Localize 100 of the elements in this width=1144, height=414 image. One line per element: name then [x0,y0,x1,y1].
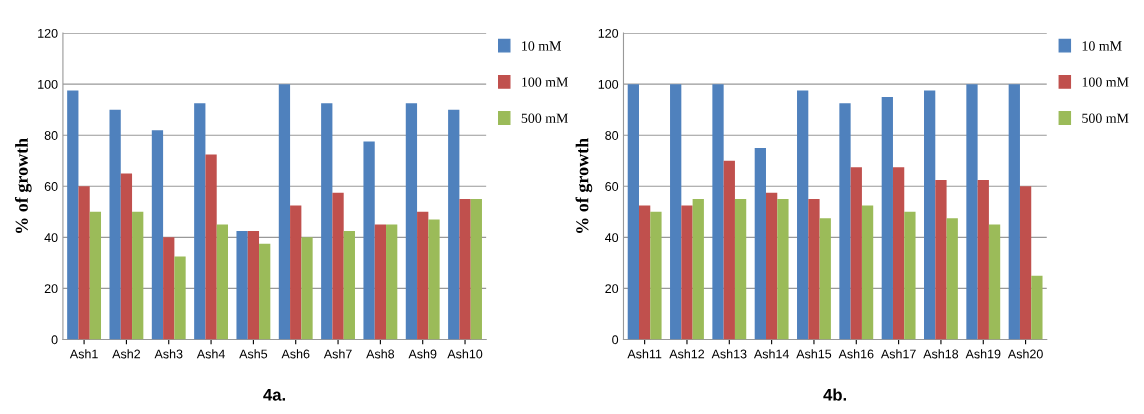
bar [448,109,460,340]
bar [163,237,175,340]
bar [470,199,482,340]
bar [924,90,936,340]
bar [205,154,217,340]
bar [861,205,874,340]
bar [692,199,704,340]
bar [904,211,916,340]
bar [67,90,79,340]
bar [236,230,248,340]
bar [765,192,778,340]
bar [363,141,375,340]
y-tick-label: 120 [38,28,58,38]
bar [977,179,989,340]
y-tick-label: 120 [598,28,619,38]
bar [332,192,344,340]
bar [839,103,851,340]
bar [259,243,271,340]
bar [278,84,291,340]
y-tick-label: 60 [605,182,619,191]
x-tick-label: Ash9 [408,349,437,359]
bar [386,224,398,340]
y-tick-label: 100 [598,79,619,89]
bar [417,211,429,340]
y-tick-label: 100 [38,79,58,89]
y-tick-label: 0 [612,335,619,345]
bar [712,84,724,340]
bar [808,199,820,340]
bar [1031,275,1043,340]
bar [892,167,905,340]
bar [174,256,186,340]
x-tick-label: Ash2 [112,349,141,359]
bar [734,199,747,340]
bar [301,237,313,340]
bar [935,179,947,340]
y-axis-title: % of growth [14,138,32,233]
legend-label: 100 mM [1082,77,1129,87]
bar [881,96,893,340]
y-tick-label: 80 [605,131,619,140]
x-tick-label: Ash12 [669,349,705,359]
bar [194,103,206,340]
x-tick-label: Ash3 [154,349,183,359]
bar [797,90,809,340]
bar [405,103,418,340]
x-tick-label: Ash7 [323,349,352,359]
x-tick-label: Ash1 [69,349,98,359]
bar [1019,186,1032,340]
x-tick-label: Ash4 [196,349,225,359]
legend-label: 500 mM [1082,113,1129,123]
x-tick-label: Ash14 [753,349,789,359]
x-tick-label: Ash19 [965,349,1001,359]
x-tick-label: Ash20 [1007,349,1043,359]
legend-label: 10 mM [522,41,562,51]
legend-label: 100 mM [522,77,568,87]
bar [1008,84,1020,340]
x-tick-label: Ash5 [239,349,268,359]
y-tick-label: 80 [44,131,58,140]
y-tick-label: 40 [44,233,58,243]
bar [290,205,302,340]
bar [374,224,387,340]
bar [89,211,102,340]
y-tick-label: 20 [605,284,619,294]
bar [639,205,651,340]
bar [777,199,789,340]
bar [754,148,766,340]
x-tick-label: Ash6 [281,349,310,359]
bar [151,130,164,340]
legend-label: 10 mM [1082,41,1122,51]
bar [459,199,471,340]
bar [650,211,662,340]
bar [723,160,735,340]
y-axis-title: % of growth [575,138,593,233]
bar [670,84,682,340]
bar [132,211,144,340]
bar [216,224,228,340]
legend-label: 500 mM [521,113,568,123]
x-tick-label: Ash8 [366,349,395,359]
x-tick-label: Ash10 [447,349,483,359]
x-tick-label: Ash17 [880,349,916,359]
bar [247,230,260,340]
y-tick-label: 60 [44,182,58,191]
text: 4b. [823,388,847,401]
bar [627,84,639,340]
text: 4a. [263,389,285,401]
x-tick-label: Ash13 [711,349,747,359]
bar [321,103,333,340]
y-tick-label: 20 [44,284,58,294]
bar [681,205,693,340]
y-tick-label: 0 [51,335,58,345]
bar [120,173,133,340]
bar [966,84,978,340]
x-tick-label: Ash16 [838,349,874,359]
bar [988,224,1001,340]
bar [343,230,355,340]
bar [78,186,90,340]
bar [946,218,958,340]
x-tick-label: Ash11 [627,349,662,359]
bar [850,167,862,340]
y-tick-label: 40 [605,233,619,243]
bar [819,218,831,340]
